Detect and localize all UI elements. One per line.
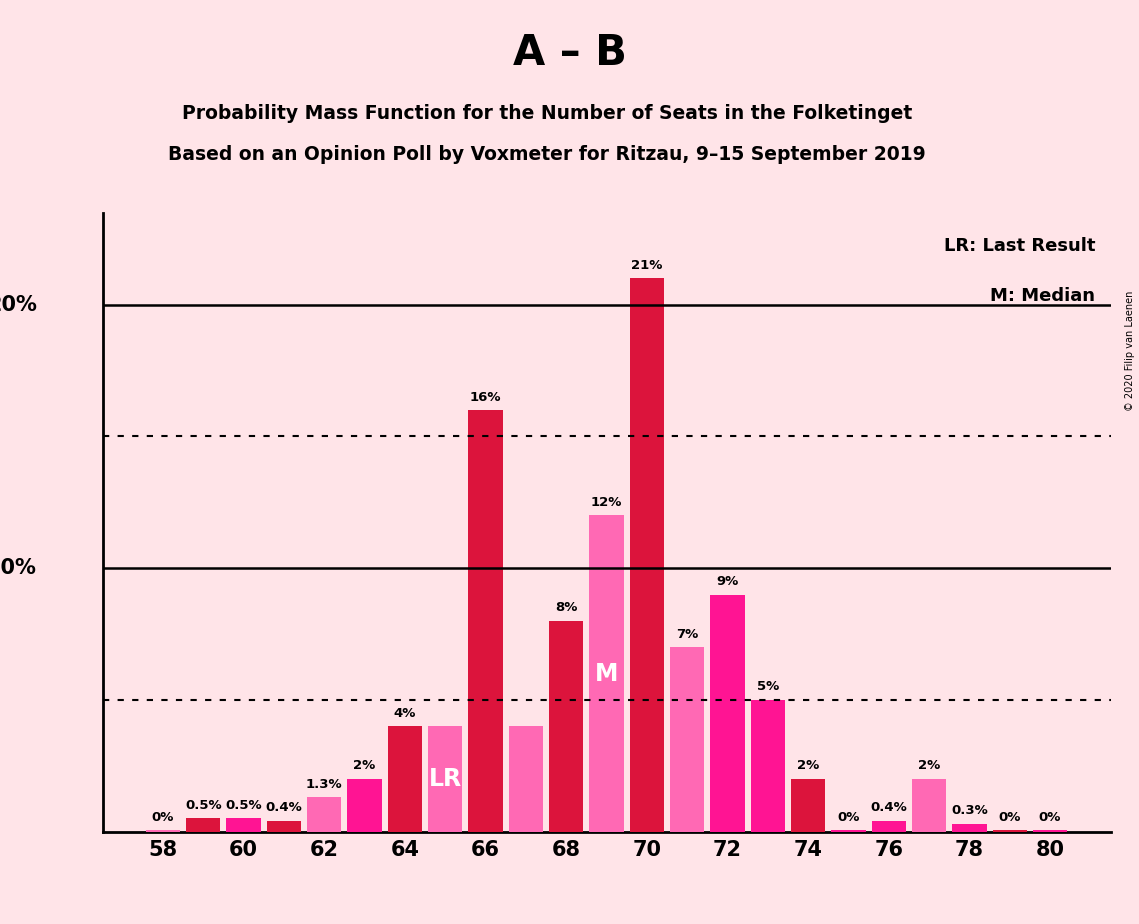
Text: 9%: 9% — [716, 575, 738, 588]
Bar — [347, 779, 382, 832]
Bar — [831, 831, 866, 832]
Text: LR: Last Result: LR: Last Result — [944, 237, 1096, 255]
Text: 20%: 20% — [0, 295, 36, 315]
Bar — [549, 621, 583, 832]
Text: 21%: 21% — [631, 259, 663, 272]
Bar — [308, 797, 342, 832]
Text: 16%: 16% — [469, 391, 501, 404]
Text: 2%: 2% — [918, 760, 940, 772]
Bar — [227, 819, 261, 832]
Text: LR: LR — [428, 767, 461, 791]
Bar — [589, 516, 624, 832]
Text: 10%: 10% — [0, 558, 36, 578]
Bar — [790, 779, 826, 832]
Text: 0%: 0% — [837, 810, 860, 823]
Bar — [387, 726, 423, 832]
Text: 8%: 8% — [555, 602, 577, 614]
Text: 0.4%: 0.4% — [870, 801, 907, 814]
Text: 12%: 12% — [591, 496, 622, 509]
Bar — [992, 831, 1027, 832]
Text: 0%: 0% — [1039, 810, 1062, 823]
Text: 0.5%: 0.5% — [226, 799, 262, 812]
Bar — [751, 699, 785, 832]
Bar — [912, 779, 947, 832]
Text: 5%: 5% — [756, 680, 779, 693]
Text: 0%: 0% — [151, 810, 174, 823]
Bar — [1033, 831, 1067, 832]
Text: Based on an Opinion Poll by Voxmeter for Ritzau, 9–15 September 2019: Based on an Opinion Poll by Voxmeter for… — [167, 145, 926, 164]
Bar — [186, 819, 221, 832]
Bar — [428, 726, 462, 832]
Bar — [630, 278, 664, 832]
Text: 0.3%: 0.3% — [951, 804, 988, 817]
Text: M: M — [595, 662, 618, 686]
Text: 1.3%: 1.3% — [306, 778, 343, 791]
Text: 0.4%: 0.4% — [265, 801, 302, 814]
Bar — [952, 823, 986, 832]
Bar — [509, 726, 543, 832]
Bar — [670, 647, 704, 832]
Text: A – B: A – B — [513, 32, 626, 74]
Text: 7%: 7% — [677, 627, 698, 640]
Bar — [267, 821, 301, 832]
Text: Probability Mass Function for the Number of Seats in the Folketinget: Probability Mass Function for the Number… — [181, 104, 912, 124]
Text: M: Median: M: Median — [991, 286, 1096, 305]
Text: 0%: 0% — [999, 810, 1021, 823]
Text: © 2020 Filip van Laenen: © 2020 Filip van Laenen — [1125, 291, 1134, 411]
Bar — [468, 410, 502, 832]
Bar — [711, 594, 745, 832]
Text: 2%: 2% — [353, 760, 376, 772]
Bar — [871, 821, 906, 832]
Bar — [146, 831, 180, 832]
Text: 0.5%: 0.5% — [185, 799, 222, 812]
Text: 2%: 2% — [797, 760, 819, 772]
Text: 4%: 4% — [394, 707, 416, 720]
